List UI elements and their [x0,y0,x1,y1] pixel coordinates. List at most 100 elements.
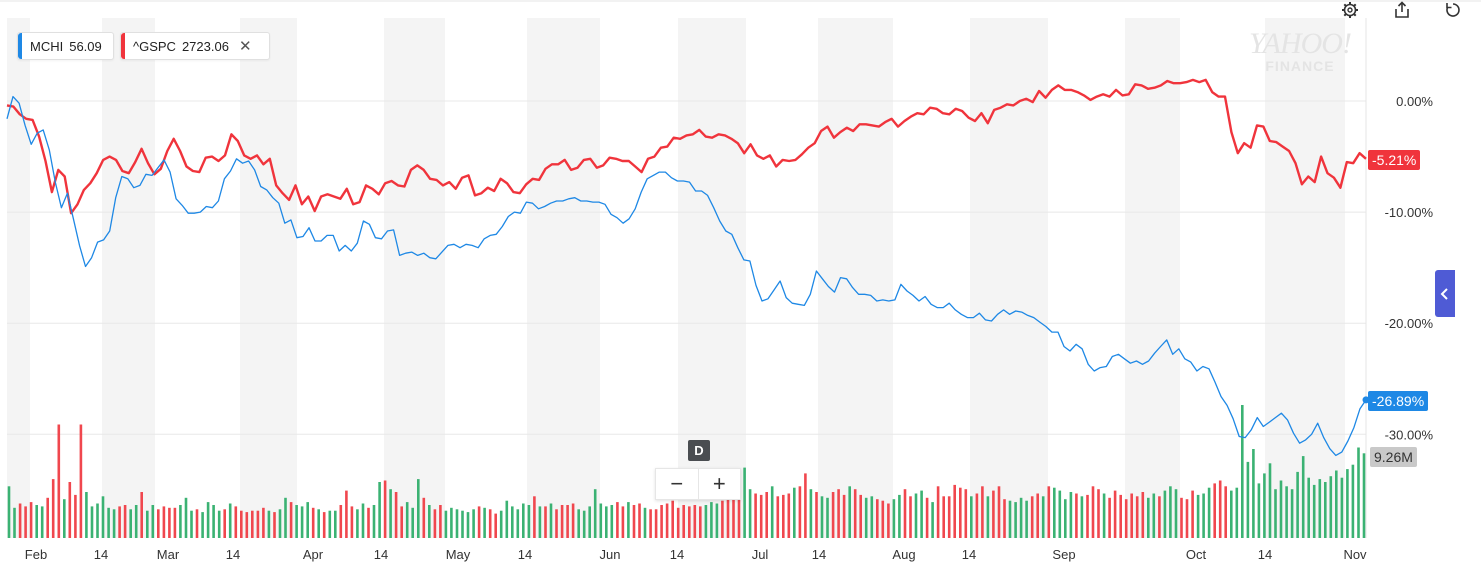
volume-bar [372,505,376,538]
x-tick-label: Jul [752,547,769,562]
volume-bar [317,509,320,538]
volume-bar [29,502,33,538]
volume-bar [759,494,763,538]
volume-bar [79,424,83,538]
volume-bar [184,497,188,538]
volume-bar [46,497,49,538]
volume-bar [1174,489,1178,538]
volume-bar [101,496,105,538]
date-band [384,18,445,538]
volume-bar [1047,486,1051,538]
last-value-tag-gspc: -5.21% [1368,150,1421,170]
volume-bar [190,510,193,538]
volume-bar [754,493,757,538]
volume-bar [433,509,437,538]
x-tick-label: 14 [374,547,388,562]
volume-bar [787,493,791,538]
volume-bar [450,507,453,538]
volume-bar [1196,494,1200,538]
volume-bar [1207,487,1211,538]
volume-bar [306,502,309,538]
volume-bar [1152,493,1156,538]
volume-bar [7,486,11,538]
volume-bar [322,512,326,538]
volume-bar [826,497,829,538]
volume-bar [251,510,254,538]
volume-bar [383,480,387,538]
volume-bar [599,503,603,538]
x-tick-label: 14 [518,547,532,562]
date-band [1265,18,1345,538]
x-tick-label: 14 [1258,547,1272,562]
volume-bar [1185,499,1189,538]
volume-bar [195,509,199,538]
volume-bar [1041,496,1045,538]
chevron-left-icon [1440,287,1448,300]
volume-bar [1263,473,1266,538]
volume-bar [1241,405,1244,538]
x-axis: Feb 14 Mar 14 Apr 14 May 14 Jun 14 Jul 14 Aug 14 Sep Oc… [25,547,1367,562]
volume-bar [704,505,708,538]
volume-bar [1235,487,1239,538]
volume-bar [1135,496,1139,538]
volume-bar [85,492,88,538]
zoom-in-button[interactable]: + [712,471,726,496]
volume-bar [1053,487,1056,538]
volume-bar [206,502,210,538]
volume-bar [284,497,287,538]
close-icon[interactable]: ✕ [238,38,252,55]
volume-bar [898,494,901,538]
zoom-out-button[interactable]: − [656,469,699,499]
volume-bar [345,490,348,538]
interval-badge[interactable]: D [688,440,710,461]
gear-icon[interactable] [1338,0,1362,22]
volume-bar [157,509,160,538]
refresh-icon[interactable] [1441,0,1465,22]
volume-bar [654,509,658,538]
volume-bar [643,507,647,538]
volume-bar [864,497,868,538]
volume-bar [1124,499,1128,538]
date-bands [7,18,1345,538]
date-band [1125,18,1180,538]
volume-bar [848,486,851,538]
volume-bar [223,509,226,538]
volume-bar [256,510,260,538]
volume-bar [444,510,448,538]
legend-value-mchi: 56.09 [69,38,102,54]
collapse-panel-tab[interactable] [1435,270,1455,317]
volume-bar [793,487,796,538]
legend-gspc[interactable]: ^GSPC 2723.06 ✕ [120,32,270,60]
volume-bar [804,473,807,538]
volume-bar [853,489,857,538]
legend-mchi[interactable]: MCHI 56.09 [17,32,114,60]
volume-bar [107,507,110,538]
volume-bar [992,490,995,538]
volume-bar [721,500,724,538]
volume-bar [610,505,614,538]
volume-bar [96,503,99,538]
volume-bar [1019,497,1023,538]
volume-bar [328,510,332,538]
volume-bar [676,507,680,538]
volume-bar [815,492,818,538]
volume-bar [903,489,907,538]
volume-bar [201,512,204,538]
volume-bar [361,503,365,538]
volume-bar [1169,486,1172,538]
legend-value-gspc: 2723.06 [181,38,229,54]
volume-bar [638,503,641,538]
volume-bar [831,492,835,538]
volume-bar [870,496,874,538]
volume-bar [931,502,934,538]
volume-bar [1257,483,1261,538]
volume-bar [621,506,625,538]
last-value-tag-mchi: -26.89% [1368,391,1429,411]
x-tick-label: 14 [670,547,684,562]
share-icon[interactable] [1390,0,1414,22]
volume-bar [24,506,27,538]
volume-bar [765,492,768,538]
volume-bar [123,505,127,538]
date-band [527,18,600,538]
